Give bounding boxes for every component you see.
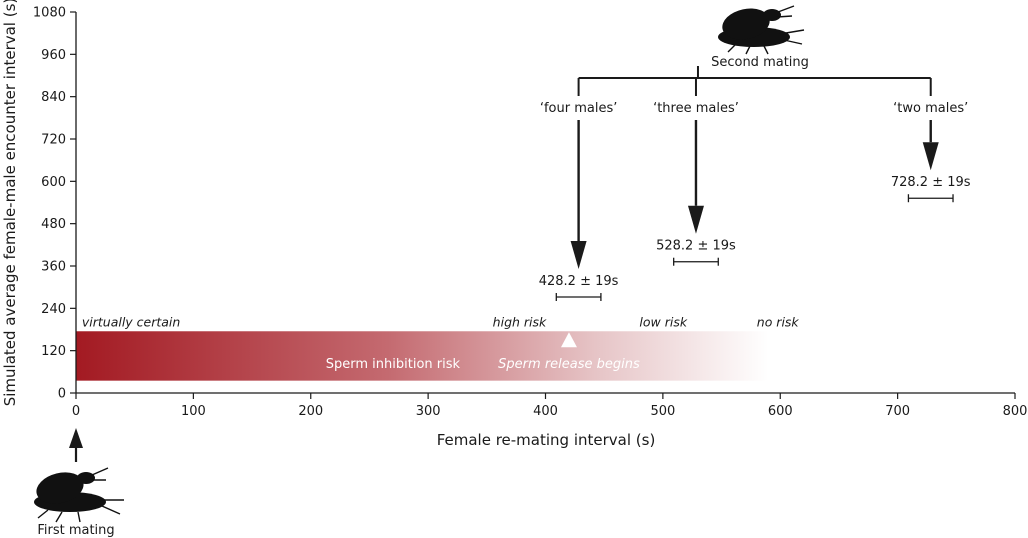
y-axis-label: Simulated average female-male encounter … (1, 0, 19, 406)
risk-level-label: no risk (757, 314, 800, 329)
sperm-release-label: Sperm release begins (498, 357, 640, 372)
x-tick-label: 600 (768, 404, 793, 419)
value-label: 728.2 ± 19s (891, 175, 971, 190)
x-axis-label: Female re-mating interval (s) (437, 431, 656, 449)
mating-beetles-icon (34, 467, 124, 523)
value-label: 428.2 ± 19s (539, 274, 619, 289)
x-tick-label: 100 (181, 404, 206, 419)
x-tick-label: 800 (1003, 404, 1028, 419)
risk-level-label: virtually certain (82, 314, 181, 329)
x-tick-label: 400 (533, 404, 558, 419)
y-tick-label: 360 (41, 260, 66, 275)
first-mating-label: First mating (37, 523, 114, 538)
x-tick-label: 300 (416, 404, 441, 419)
x-tick-label: 0 (72, 404, 80, 419)
y-tick-label: 840 (41, 90, 66, 105)
mating-beetles-icon (718, 5, 805, 55)
group-label: ‘four males’ (540, 101, 618, 116)
group-label: ‘three males’ (653, 101, 739, 116)
y-tick-label: 1080 (33, 6, 66, 21)
group-label: ‘two males’ (893, 101, 968, 116)
risk-level-label: high risk (493, 314, 547, 329)
group-arrow-head (922, 142, 939, 171)
data-points: ‘four males’ 428.2 ± 19s ‘three males’ 528.… (539, 78, 971, 301)
y-tick-label: 240 (41, 302, 66, 317)
sperm-inhibition-risk-band (76, 331, 769, 381)
y-tick-label: 720 (41, 133, 66, 148)
y-tick-label: 480 (41, 217, 66, 232)
x-tick-label: 500 (650, 404, 675, 419)
risk-band-label: Sperm inhibition risk (326, 357, 461, 372)
x-ticks: 0 100 200 300 400 500 600 700 800 (72, 393, 1028, 419)
second-mating-label: Second mating (711, 55, 809, 70)
group-arrow-head (570, 241, 587, 269)
sperm-release-marker (560, 332, 577, 348)
y-tick-label: 600 (41, 175, 66, 190)
risk-level-label: low risk (639, 314, 687, 329)
x-tick-label: 200 (298, 404, 323, 419)
y-tick-label: 960 (41, 48, 66, 63)
group-arrow-head (687, 205, 704, 234)
axes: 0 100 200 300 400 500 600 700 800 0 120 240 360 480 6… (33, 6, 1028, 420)
y-ticks: 0 120 240 360 480 600 720 840 960 1080 (33, 6, 76, 402)
first-mating-arrow (69, 428, 83, 462)
x-tick-label: 700 (885, 404, 910, 419)
first-mating-arrow-head (69, 428, 83, 448)
value-label: 528.2 ± 19s (656, 239, 736, 254)
y-tick-label: 120 (41, 344, 66, 359)
risk-level-labels: virtually certain high risk low risk no ris… (82, 314, 800, 329)
y-tick-label: 0 (58, 387, 66, 402)
second-mating-bracket (578, 66, 931, 79)
